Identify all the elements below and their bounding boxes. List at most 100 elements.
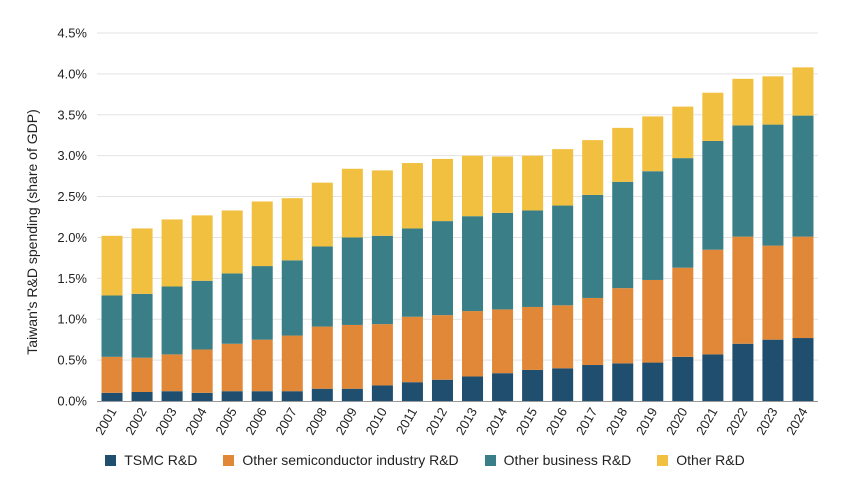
bar-segment <box>431 221 453 316</box>
bar-segment <box>371 170 393 236</box>
bar-segment <box>371 235 393 325</box>
bar-segment <box>462 311 484 377</box>
y-tick-label: 4.0% <box>57 66 87 81</box>
bar-segment <box>492 212 514 310</box>
bar-segment <box>672 356 694 401</box>
bar-segment <box>582 194 604 298</box>
x-tick-label: 2010 <box>363 405 390 438</box>
y-tick-label: 2.0% <box>57 230 87 245</box>
bar-segment <box>131 228 153 294</box>
x-tick-label: 2012 <box>423 405 450 438</box>
y-tick-label: 1.5% <box>57 271 87 286</box>
bar-segment <box>191 349 213 393</box>
bar-segment <box>131 357 153 393</box>
bar-segment <box>492 309 514 374</box>
bar-segment <box>522 155 544 211</box>
bar-segment <box>101 235 123 296</box>
bar-segment <box>732 125 754 237</box>
y-tick-label: 3.5% <box>57 107 87 122</box>
bar-segment <box>341 324 363 389</box>
bar-segment <box>371 324 393 386</box>
bar-segment <box>221 391 243 401</box>
bar-segment <box>582 140 604 195</box>
legend-item: TSMC R&D <box>105 452 197 468</box>
bar-segment <box>431 379 453 401</box>
bar-segment <box>762 245 784 340</box>
bar-segment <box>582 365 604 401</box>
bar-segment <box>792 338 814 401</box>
bar-segment <box>552 368 574 401</box>
x-tick-label: 2002 <box>122 405 149 438</box>
bar-segment <box>341 237 363 325</box>
bar-segment <box>612 288 634 364</box>
bar-segment <box>702 354 724 401</box>
bar-segment <box>311 182 333 247</box>
x-tick-label: 2001 <box>92 405 119 438</box>
bar-segment <box>672 106 694 159</box>
legend-swatch <box>484 454 496 466</box>
x-tick-label: 2013 <box>453 405 480 438</box>
bar-segment <box>311 388 333 401</box>
x-tick-label: 2022 <box>723 405 750 438</box>
bar-segment <box>612 181 634 289</box>
bar-segment <box>131 293 153 358</box>
bar-segment <box>221 343 243 392</box>
bar-segment <box>762 124 784 246</box>
x-tick-label: 2021 <box>693 405 720 438</box>
bar-segment <box>522 369 544 401</box>
bar-segment <box>492 156 514 213</box>
y-axis-ticks: 0.0% 0.5% 1.0% 1.5% 2.0% 2.5% 3.0% 3.5% 4.0% 4.5% <box>57 26 87 409</box>
legend-item: Other business R&D <box>484 452 632 468</box>
bar-segment <box>762 339 784 401</box>
bar-segment <box>702 249 724 355</box>
bar-segment <box>462 155 484 217</box>
x-tick-label: 2018 <box>603 405 630 438</box>
x-tick-label: 2020 <box>663 405 690 438</box>
bar-segment <box>552 205 574 306</box>
bar-segment <box>552 149 574 206</box>
bar-segment <box>522 306 544 370</box>
y-tick-label: 4.5% <box>57 26 87 41</box>
bar-segment <box>732 343 754 401</box>
bar-segment <box>311 246 333 327</box>
bar-segment <box>762 76 784 125</box>
legend-swatch <box>105 454 117 466</box>
x-tick-label: 2009 <box>333 405 360 438</box>
bar-segment <box>401 228 423 317</box>
x-tick-label: 2016 <box>543 405 570 438</box>
bar-segment <box>161 286 183 355</box>
bar-segment <box>221 273 243 344</box>
legend-item: Other R&D <box>657 452 745 468</box>
bar-segment <box>221 210 243 274</box>
legend-label: Other R&D <box>676 452 745 468</box>
y-tick-label: 3.0% <box>57 148 87 163</box>
y-tick-label: 0.0% <box>57 394 87 409</box>
legend-swatch <box>223 454 235 466</box>
bar-segment <box>401 316 423 383</box>
bar-segment <box>672 267 694 357</box>
bar-segment <box>792 67 814 116</box>
legend-item: Other semiconductor industry R&D <box>223 452 459 468</box>
legend-label: Other business R&D <box>503 452 632 468</box>
legend-swatch <box>657 454 669 466</box>
y-axis-label: Taiwan's R&D spending (share of GDP) <box>24 109 40 354</box>
gridlines <box>97 32 818 361</box>
bar-segment <box>281 198 303 261</box>
bar-segment <box>371 385 393 401</box>
bar-segment <box>341 168 363 238</box>
bar-segment <box>101 392 123 401</box>
bar-segment <box>522 210 544 307</box>
bar-segment <box>642 116 664 172</box>
x-tick-label: 2023 <box>753 405 780 438</box>
bar-segment <box>702 140 724 250</box>
bar-segment <box>702 92 724 141</box>
bar-segment <box>552 305 574 369</box>
bar-segment <box>191 215 213 281</box>
y-tick-label: 0.5% <box>57 353 87 368</box>
x-tick-label: 2006 <box>242 405 269 438</box>
bar-segment <box>462 216 484 312</box>
bar-segment <box>131 392 153 401</box>
bar-segment <box>251 391 273 401</box>
x-tick-label: 2008 <box>302 405 329 438</box>
stacked-bar-chart: 0.0% 0.5% 1.0% 1.5% 2.0% 2.5% 3.0% 3.5% 4.0% 4.5%… <box>24 26 818 438</box>
